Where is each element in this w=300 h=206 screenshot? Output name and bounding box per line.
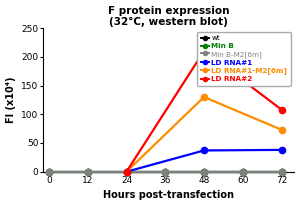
Legend: wt, Min B, Min B-M2[6m], LD RNA#1, LD RNA#1-M2[6m], LD RNA#2: wt, Min B, Min B-M2[6m], LD RNA#1, LD RN… <box>197 32 291 86</box>
Title: F protein expression
(32°C, western blot): F protein expression (32°C, western blot… <box>108 6 229 27</box>
Y-axis label: FI (x10⁴): FI (x10⁴) <box>6 77 16 123</box>
X-axis label: Hours post-transfection: Hours post-transfection <box>103 190 234 200</box>
